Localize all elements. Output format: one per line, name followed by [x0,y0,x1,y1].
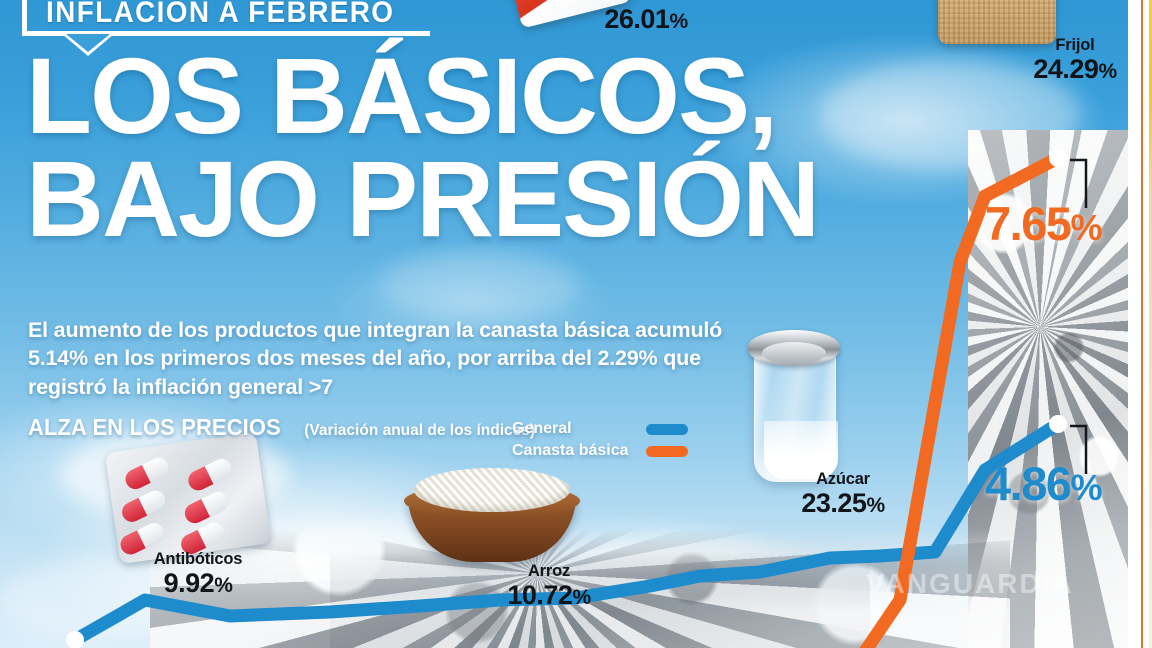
gutter-yellow-edge [1149,0,1152,648]
series-end-dot-general [1049,415,1067,433]
product-value-pct: % [866,494,885,518]
chart-header: ALZA EN LOS PRECIOS (Variación anual de … [28,414,535,441]
product-callout-frijol: Frijol 24.29% [1000,36,1150,84]
leader-line-general [1070,424,1088,474]
product-value: 10.72% [474,580,624,610]
watermark: VANGUARDIA [866,568,1074,599]
legend-item-general: General [512,418,712,440]
product-value-number: 24.29 [1033,54,1099,85]
kicker-label: INFLACIÓN A FEBRERO [46,0,395,29]
product-name: Arroz [527,562,571,580]
series-line-general [68,417,1065,647]
kicker-left-rule [22,0,27,36]
legend-label-general: General [512,420,572,437]
product-callout-antibioticos: Antibóticos 9.92% [118,550,278,598]
product-value: 24.29% [1000,54,1150,84]
callout-number: 7.65 [985,197,1072,250]
callout-pct: % [1070,207,1102,248]
headline-line-1: LOS BÁSICOS, [26,35,778,156]
callout-canasta-value: 7.65% [985,197,1102,250]
product-value-pct: % [214,574,233,598]
azucar-dispenser-photo [748,312,840,482]
chart-subtitle: (Variación anual de los índices) [304,422,536,439]
product-callout-arroz: Arroz 10.72% [474,562,624,610]
frijol-sack-photo [938,0,1056,44]
kicker-notch-inner [66,34,110,52]
chart-legend: General Canasta básica [512,418,712,462]
callout-pct: % [1070,467,1102,508]
legend-swatch-general [646,423,688,435]
series-end-dot-canasta [1049,149,1067,167]
product-name: Frijol [1055,36,1095,54]
series-start-dot-general [66,631,84,648]
product-value: 9.92% [118,568,278,598]
kicker-bottom-rule [22,31,430,36]
right-gutter [1128,0,1152,648]
cloud-puff [380,250,580,320]
product-value: 26.01% [566,4,726,34]
product-name: Gasolina [566,0,726,4]
product-value-number: 9.92 [163,568,215,599]
product-callout-azucar: Azúcar 23.25% [768,470,918,518]
line-chart [66,149,1088,648]
product-name: Antibóticos [153,550,243,568]
headline: LOS BÁSICOS, BAJO PRESIÓN [26,35,846,260]
product-callout-gasolina: Gasolina 26.01% [566,0,726,34]
product-value-pct: % [669,10,688,34]
product-value-number: 10.72 [507,580,573,611]
kicker-tag [22,0,430,56]
arroz-bowl-photo [404,462,580,566]
deck-paragraph: El aumento de los productos que integran… [28,318,723,399]
legend-item-canasta: Canasta básica [512,440,712,462]
product-value-number: 26.01 [604,4,670,35]
gutter-orange-rule [1141,0,1143,648]
legend-label-canasta: Canasta básica [512,442,629,459]
callout-general-value: 4.86% [985,457,1102,510]
product-value-pct: % [1098,60,1117,84]
product-value-number: 23.25 [801,488,867,519]
leader-line-canasta [1070,158,1088,208]
chart-title: ALZA EN LOS PRECIOS [28,414,281,440]
snow-mountain-bottom [150,528,1010,648]
callout-number: 4.86 [985,457,1072,510]
headline-line-2: BAJO PRESIÓN [26,138,820,260]
product-name: Azúcar [816,470,870,488]
product-value: 23.25% [768,488,918,518]
product-value-pct: % [572,586,591,610]
series-line-canasta [859,151,1065,648]
legend-swatch-canasta [646,445,688,457]
